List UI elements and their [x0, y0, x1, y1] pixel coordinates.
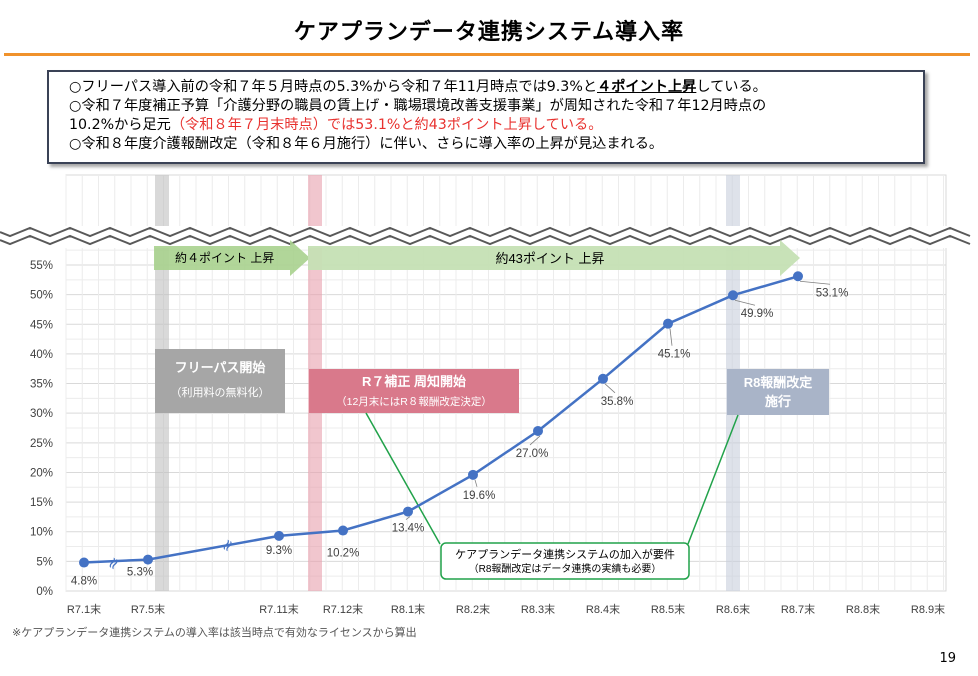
x-tick-label: R8.3末 [521, 602, 555, 616]
hosei-callout: R７補正 周知開始 （12月末にはR８報酬改定決定） [309, 369, 519, 413]
y-tick-label: 45% [30, 319, 53, 331]
leader-line [405, 516, 411, 520]
hosei-title: R７補正 周知開始 [362, 374, 466, 389]
summary-line-1-text: ○フリーパス導入前の令和７年５月時点の5.3%から令和７年11月時点では9.3%… [69, 79, 598, 95]
summary-highlight: ４ポイント上昇 [597, 79, 697, 95]
data-point [403, 506, 413, 517]
data-point [143, 554, 153, 565]
data-label: 53.1% [816, 287, 849, 299]
x-tick-label: R8.1末 [391, 602, 425, 616]
x-tick-label: R7.1末 [67, 602, 101, 616]
summary-line-3-text: 10.2%から足元 [69, 117, 171, 133]
data-point [468, 469, 478, 480]
arrow-43pt: 約43ポイント 上昇 [308, 240, 800, 276]
data-point [728, 290, 738, 301]
freepass-callout: フリーパス開始 （利用料の無料化） [155, 349, 285, 413]
axis-break [0, 226, 978, 248]
leader-line [474, 479, 478, 487]
summary-line-4: ○令和８年度介護報酬改定（令和８年６月施行）に伴い、さらに導入率の上昇が見込まれ… [69, 136, 664, 152]
requirement-line-2: （R8報酬改定はデータ連携の実績も必要） [469, 562, 662, 575]
requirement-line-1: ケアプランデータ連携システムの加入が要件 [455, 547, 675, 561]
data-label: 10.2% [327, 548, 360, 560]
title-divider [4, 53, 970, 56]
summary-line-1-end: している。 [696, 79, 767, 95]
y-tick-label: 50% [30, 290, 53, 302]
data-point [338, 525, 348, 536]
summary-line-1: ○フリーパス導入前の令和７年５月時点の5.3%から令和７年11月時点では9.3%… [69, 78, 915, 97]
y-tick-label: 20% [30, 467, 53, 479]
y-axis-ticks: 0% 5% 10% 15% 20% 25% 30% 35% 40% 45% 50% 55% [30, 260, 53, 598]
data-label: 5.3% [127, 567, 153, 579]
y-tick-label: 55% [30, 260, 53, 272]
page-number: 19 [939, 651, 956, 666]
y-tick-label: 10% [30, 527, 53, 539]
data-point [79, 557, 89, 568]
x-tick-label: R8.2末 [456, 602, 490, 616]
kaitei-title-1: R8報酬改定 [744, 375, 813, 390]
y-tick-label: 5% [36, 556, 53, 568]
leader-line [799, 280, 831, 285]
y-tick-label: 40% [30, 349, 53, 361]
arrow-4pt: 約４ポイント 上昇 [154, 240, 310, 276]
data-label: 27.0% [516, 448, 549, 460]
x-tick-label: R7.12末 [323, 602, 363, 616]
data-label: 9.3% [266, 545, 292, 557]
x-tick-label: R8.9末 [911, 602, 945, 616]
freepass-subtitle: （利用料の無料化） [171, 385, 270, 399]
x-tick-label: R8.5末 [651, 602, 685, 616]
footnote: ※ケアプランデータ連携システムの導入率は該当時点で有効なライセンスから算出 [12, 626, 417, 639]
x-tick-label: R8.6末 [716, 602, 750, 616]
data-label: 35.8% [601, 396, 634, 408]
y-tick-label: 35% [30, 379, 53, 391]
freepass-title: フリーパス開始 [175, 360, 266, 375]
data-label: 45.1% [658, 349, 691, 361]
summary-line-2: ○令和７年度補正予算「介護分野の職員の賃上げ・職場環境改善支援事業」が周知された… [69, 98, 767, 114]
summary-red-text: （令和８年７月末時点）では53.1%と約43ポイント上昇している。 [170, 117, 603, 133]
y-tick-label: 0% [36, 586, 53, 598]
leader-line [529, 435, 541, 446]
arrow-43pt-label: 約43ポイント 上昇 [495, 251, 604, 266]
kaitei-callout: R8報酬改定 施行 [727, 369, 829, 415]
x-tick-label: R8.4末 [586, 602, 620, 616]
y-tick-label: 30% [30, 408, 53, 420]
data-label: 13.4% [392, 523, 425, 535]
x-axis-ticks: R7.1末 R7.5末 R7.11末 R7.12末 R8.1末 R8.2末 R8.3末 R8.… [67, 602, 945, 616]
series-line [79, 271, 803, 568]
data-point [274, 530, 284, 541]
kaitei-title-2: 施行 [765, 394, 791, 409]
data-label: 49.9% [741, 308, 774, 320]
x-tick-label: R7.11末 [259, 602, 299, 616]
leader-line [669, 328, 673, 346]
leader-line [734, 299, 756, 306]
y-tick-label: 25% [30, 438, 53, 450]
arrow-4pt-label: 約４ポイント 上昇 [175, 250, 274, 265]
x-tick-label: R8.7末 [781, 602, 815, 616]
x-tick-label: R7.5末 [131, 602, 165, 616]
summary-line-3: 10.2%から足元（令和８年７月末時点）では53.1%と約43ポイント上昇してい… [69, 116, 915, 135]
data-point [598, 373, 608, 384]
y-tick-label: 15% [30, 497, 53, 509]
data-point [663, 318, 673, 329]
requirement-callout: ケアプランデータ連携システムの加入が要件 （R8報酬改定はデータ連携の実績も必要… [365, 412, 739, 580]
page-title: ケアプランデータ連携システム導入率 [293, 20, 685, 45]
data-point [793, 271, 803, 282]
data-point [533, 425, 543, 436]
hosei-subtitle: （12月末にはR８報酬改定決定） [336, 395, 492, 408]
data-label: 4.8% [71, 576, 97, 588]
data-labels: 4.8% 5.3% 9.3% 10.2% 13.4% 19.6% 27.0% 35.8% 45.… [71, 280, 849, 588]
data-label: 19.6% [463, 490, 496, 502]
summary-box: ○フリーパス導入前の令和７年５月時点の5.3%から令和７年11月時点では9.3%… [47, 70, 925, 164]
leader-line [604, 383, 616, 394]
x-tick-label: R8.8末 [846, 602, 880, 616]
